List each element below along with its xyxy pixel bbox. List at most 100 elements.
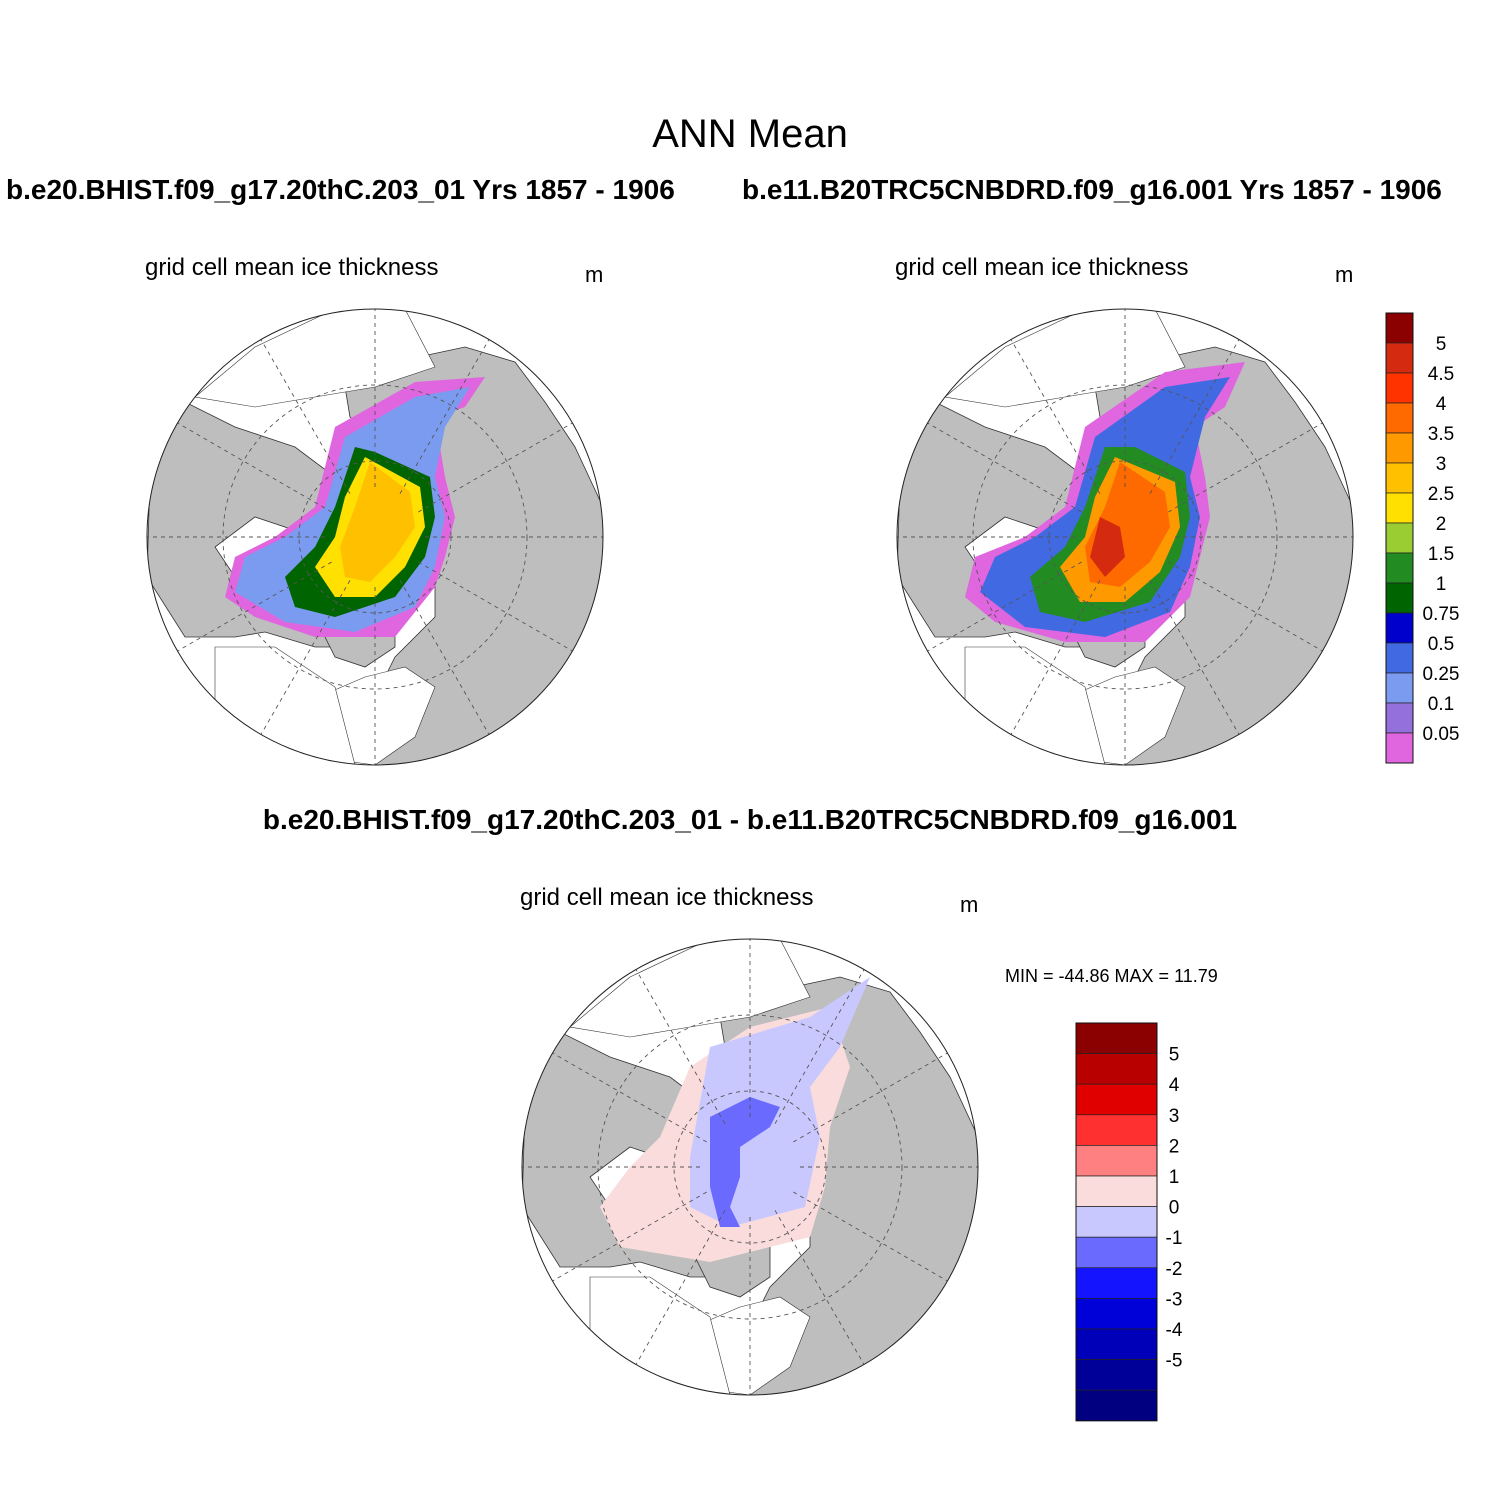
- legend-swatch: [1385, 582, 1414, 614]
- legend-swatch: [1075, 1328, 1158, 1360]
- legend-swatch: [1075, 1053, 1158, 1085]
- legend-tick-label: 0: [1169, 1198, 1180, 1219]
- longitude-line: [774, 969, 865, 1124]
- longitude-line: [177, 561, 332, 652]
- legend-swatch: [1385, 402, 1414, 434]
- legend-tick-label: -5: [1166, 1351, 1183, 1372]
- legend-swatch: [1385, 522, 1414, 554]
- legend-swatch: [1075, 1175, 1158, 1207]
- longitude-line: [260, 339, 351, 494]
- longitude-line: [1010, 580, 1101, 735]
- legend-swatch: [1385, 702, 1414, 734]
- legend-swatch: [1385, 642, 1414, 674]
- longitude-line: [260, 580, 351, 735]
- legend-swatch: [1075, 1145, 1158, 1177]
- legend-tick-label: -3: [1166, 1289, 1183, 1310]
- legend-tick-label: 0.75: [1423, 604, 1460, 625]
- legend-tick-label: 3: [1169, 1106, 1180, 1127]
- panel-1-units: m: [585, 262, 604, 287]
- latitude-circle: [597, 1014, 903, 1320]
- main-title: ANN Mean: [652, 112, 848, 156]
- legend-swatch: [1075, 1236, 1158, 1269]
- legend-tick-label: 3.5: [1428, 424, 1454, 445]
- legend-tick-label: 0.1: [1428, 694, 1454, 715]
- legend-swatch: [1075, 1022, 1158, 1054]
- thickness-legend: 5 4.5 4 3.5 3 2.5 2 1.5 1 0.75 0.5 0.25 0.1 0.05: [1385, 312, 1460, 764]
- legend-tick-label: 0.25: [1423, 664, 1460, 685]
- difference-legend: 5 4 3 2 1 0 -1 -2 -3 -4 -5: [1075, 1022, 1183, 1422]
- longitude-line: [927, 422, 1082, 513]
- legend-tick-label: 2: [1169, 1136, 1180, 1157]
- longitude-line: [635, 969, 726, 1124]
- legend-swatch: [1385, 492, 1414, 524]
- field-contour: [710, 1097, 780, 1227]
- legend-swatch: [1385, 552, 1414, 584]
- legend-tick-label: 3: [1436, 454, 1447, 475]
- legend-tick-label: 0.05: [1423, 724, 1460, 745]
- legend-tick-label: 1: [1436, 574, 1447, 595]
- panel-2-map: [896, 308, 1354, 766]
- longitude-line: [927, 561, 1082, 652]
- longitude-line: [399, 580, 490, 735]
- legend-swatch: [1385, 432, 1414, 464]
- legend-tick-label: 1: [1169, 1167, 1180, 1188]
- difference-min-max: MIN = -44.86 MAX = 11.79: [1005, 966, 1218, 986]
- panel-2-variable-label: grid cell mean ice thickness: [895, 254, 1189, 281]
- longitude-line: [793, 1191, 948, 1282]
- legend-swatch: [1075, 1359, 1158, 1391]
- legend-tick-label: -1: [1166, 1228, 1183, 1249]
- legend-frame: [1075, 1022, 1158, 1422]
- panel-3-map: [521, 938, 979, 1396]
- legend-swatch: [1385, 462, 1414, 494]
- legend-tick-label: 2.5: [1428, 484, 1454, 505]
- legend-swatch: [1385, 342, 1414, 374]
- longitude-line: [1168, 422, 1323, 513]
- longitude-line: [1168, 561, 1323, 652]
- legend-swatch: [1075, 1083, 1158, 1116]
- longitude-line: [418, 561, 573, 652]
- legend-frame: [1385, 312, 1414, 764]
- panel-1-variable-label: grid cell mean ice thickness: [145, 254, 439, 281]
- legend-tick-label: 0.5: [1428, 634, 1454, 655]
- legend-tick-label: -4: [1166, 1320, 1183, 1341]
- legend-tick-label: 1.5: [1428, 544, 1454, 565]
- longitude-line: [793, 1052, 948, 1143]
- legend-swatch: [1075, 1298, 1158, 1330]
- legend-swatch: [1385, 372, 1414, 404]
- legend-swatch: [1075, 1206, 1158, 1238]
- longitude-line: [552, 1191, 707, 1282]
- longitude-line: [552, 1052, 707, 1143]
- map-border: [896, 308, 1354, 766]
- latitude-circle: [972, 384, 1278, 690]
- panel-2-units: m: [1335, 262, 1354, 287]
- legend-swatch: [1385, 312, 1414, 344]
- longitude-line: [635, 1210, 726, 1365]
- legend-tick-label: 5: [1169, 1045, 1180, 1066]
- longitude-line: [1010, 339, 1101, 494]
- panel-3-units: m: [960, 892, 979, 917]
- map-border: [146, 308, 604, 766]
- field-contour: [1090, 517, 1125, 577]
- panel-3-variable-label: grid cell mean ice thickness: [520, 884, 814, 911]
- field-contour: [340, 462, 415, 582]
- legend-tick-label: 4: [1436, 394, 1447, 415]
- longitude-line: [399, 339, 490, 494]
- legend-swatch: [1385, 732, 1414, 764]
- longitude-line: [1149, 580, 1240, 735]
- longitude-line: [177, 422, 332, 513]
- panel-1-map: [146, 308, 604, 766]
- legend-tick-label: -2: [1166, 1259, 1183, 1280]
- latitude-circle: [222, 384, 528, 690]
- panel-1-case-title: b.e20.BHIST.f09_g17.20thC.203_01 Yrs 185…: [6, 174, 675, 205]
- longitude-line: [1149, 339, 1240, 494]
- legend-tick-label: 5: [1436, 334, 1447, 355]
- legend-swatch: [1075, 1114, 1158, 1146]
- difference-title: b.e20.BHIST.f09_g17.20thC.203_01 - b.e11…: [262, 804, 1238, 835]
- longitude-line: [418, 422, 573, 513]
- legend-tick-label: 4: [1169, 1075, 1180, 1096]
- map-border: [521, 938, 979, 1396]
- legend-swatch: [1075, 1267, 1158, 1299]
- legend-swatch: [1385, 612, 1414, 644]
- legend-swatch: [1385, 672, 1414, 704]
